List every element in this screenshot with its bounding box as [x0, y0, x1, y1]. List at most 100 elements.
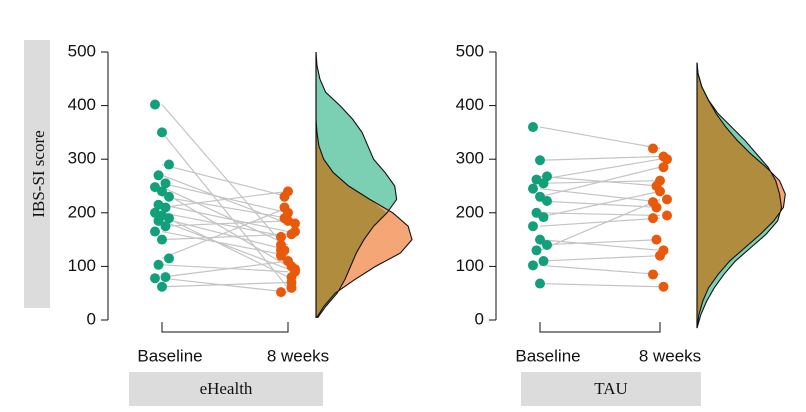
- week8-point: [286, 229, 297, 240]
- baseline-point: [150, 226, 160, 237]
- baseline-point: [160, 272, 171, 283]
- connector-line: [161, 204, 289, 233]
- panel-b: 0 100 200 300 400 500 Baseline 8 weeks TAU: [456, 41, 786, 406]
- connector-line: [539, 166, 661, 198]
- connector-line: [161, 104, 289, 251]
- baseline-point: [535, 155, 545, 166]
- week8-point: [283, 215, 293, 226]
- connector-line: [161, 264, 289, 273]
- baseline-point: [538, 178, 549, 189]
- connector-line: [539, 155, 661, 161]
- week8-density-outline: [315, 52, 413, 318]
- week8-point: [279, 202, 290, 213]
- group-strip: [129, 372, 323, 406]
- week8-point: [283, 256, 293, 267]
- y-tick-label: 200: [456, 202, 484, 221]
- connector-line: [161, 260, 289, 278]
- connector-line: [161, 233, 289, 241]
- x-label-baseline: Baseline: [137, 346, 202, 365]
- week8-point: [651, 202, 662, 213]
- group-label: eHealth: [200, 379, 253, 398]
- week8-point: [286, 277, 297, 288]
- y-tick-label: 200: [68, 202, 96, 221]
- y-tick-label: 100: [68, 256, 96, 275]
- y-tick-label: 500: [456, 41, 484, 60]
- connector-line: [539, 239, 661, 246]
- baseline-point: [542, 239, 552, 250]
- connector-line: [161, 190, 289, 209]
- week8-point: [658, 281, 669, 292]
- baseline-point: [157, 186, 167, 197]
- week8-point: [662, 154, 672, 165]
- group-label: TAU: [594, 379, 628, 398]
- overlap-density: [697, 62, 782, 329]
- connector-line: [161, 132, 289, 289]
- y-tick-label: 400: [456, 95, 484, 114]
- week8-point: [283, 186, 293, 197]
- baseline-point: [153, 259, 164, 270]
- connector-line: [161, 163, 289, 198]
- baseline-point: [535, 278, 545, 289]
- week8-point: [648, 213, 658, 224]
- y-tick-label: 0: [87, 309, 96, 328]
- baseline-point: [538, 256, 549, 267]
- y-tick-label: 100: [456, 256, 484, 275]
- baseline-point: [538, 212, 549, 223]
- baseline-point: [542, 196, 552, 207]
- baseline-point: [157, 234, 167, 245]
- connector-line: [539, 239, 661, 251]
- connector-line: [161, 230, 289, 257]
- connector-line: [539, 264, 661, 276]
- connector-line: [161, 217, 289, 251]
- connector-line: [161, 190, 289, 267]
- week8-point: [655, 175, 665, 186]
- baseline-point: [150, 273, 160, 284]
- x-label-baseline: Baseline: [515, 346, 580, 365]
- y-tick-label: 300: [68, 149, 96, 168]
- baseline-point: [528, 183, 538, 194]
- baseline-point: [160, 178, 171, 189]
- baseline-point: [160, 221, 171, 232]
- y-tick-label: 0: [475, 309, 484, 328]
- baseline-point: [528, 122, 538, 133]
- week8-density-outline: [696, 62, 786, 329]
- week8-point: [648, 143, 658, 154]
- baseline-point: [157, 127, 167, 138]
- y-tick-label: 300: [456, 149, 484, 168]
- x-axis-bracket: [539, 322, 661, 333]
- baseline-point: [157, 281, 167, 292]
- baseline-point: [164, 253, 174, 264]
- x-label-8-weeks: 8 weeks: [267, 346, 329, 365]
- connector-line: [539, 282, 661, 288]
- baseline-point: [531, 245, 542, 256]
- connector-line: [539, 255, 661, 262]
- baseline-point: [164, 191, 174, 202]
- week8-point: [651, 234, 662, 245]
- baseline-density-outline: [315, 51, 398, 318]
- connector-line: [539, 126, 661, 150]
- y-tick-label: 500: [68, 41, 96, 60]
- connector-line: [161, 220, 289, 270]
- connector-line: [539, 217, 661, 227]
- panel-a: 0 100 200 300 400 500 Baseline 8 weeks eHealth: [68, 41, 413, 406]
- baseline-point: [150, 99, 160, 110]
- connector-line: [539, 198, 661, 251]
- connector-line: [539, 158, 661, 181]
- x-label-8-weeks: 8 weeks: [639, 346, 701, 365]
- baseline-point: [528, 260, 538, 271]
- week8-point: [276, 250, 286, 261]
- week8-point: [658, 162, 669, 173]
- connector-line: [161, 281, 289, 288]
- baseline-point: [528, 221, 538, 232]
- baseline-point: [160, 202, 171, 213]
- week8-point: [648, 269, 658, 280]
- week8-point: [655, 186, 665, 197]
- y-axis-title: IBS-SI score: [29, 130, 48, 217]
- baseline-point: [535, 234, 545, 245]
- baseline-point: [153, 215, 164, 226]
- connector-line: [539, 190, 661, 218]
- group-strip: [521, 372, 701, 406]
- week8-point: [276, 287, 286, 298]
- connector-line: [161, 212, 289, 238]
